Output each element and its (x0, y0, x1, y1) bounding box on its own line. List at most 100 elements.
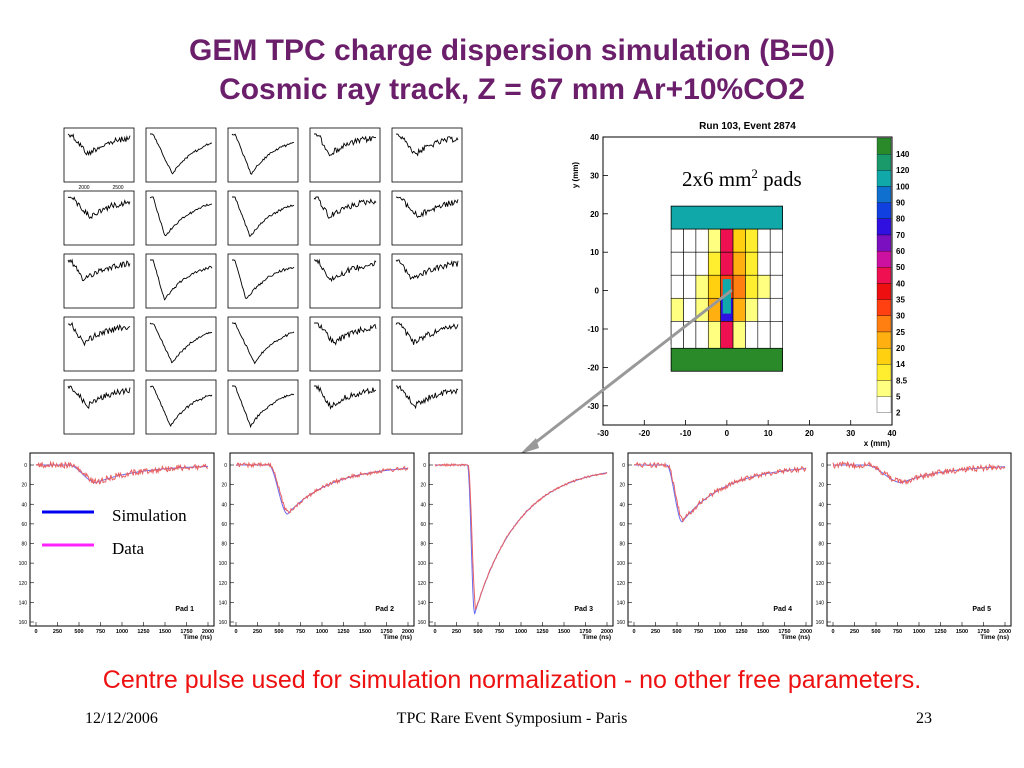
pad-cell (670, 228, 684, 253)
colorbar-swatch (876, 299, 892, 316)
pad-cell (745, 321, 759, 349)
y-tick-label: 40 (619, 502, 625, 508)
raw-pulse-line (150, 259, 213, 301)
y-tick-label: 100 (617, 561, 626, 567)
y-tick-label: -20 (587, 363, 599, 372)
pads-label-sup: 2 (751, 166, 758, 181)
y-tick-label: 0 (821, 463, 824, 469)
raw-pulse-line (232, 259, 295, 300)
x-tick-label: 500 (672, 629, 681, 635)
raw-pulse-line (67, 258, 131, 282)
pads-label-main: 2x6 mm (682, 167, 752, 191)
x-tick-label: 750 (296, 629, 305, 635)
x-tick-label: 1250 (934, 629, 946, 635)
y-tick-label: 20 (590, 210, 599, 219)
pad-cell (720, 321, 734, 349)
x-axis-label: Time (ns) (582, 634, 611, 641)
x-tick-label: 1000 (913, 629, 925, 635)
x-tick-label: 0 (34, 629, 37, 635)
data-line (832, 460, 1006, 486)
raw-pulse-frame (63, 316, 135, 372)
y-tick-label: 60 (818, 522, 824, 528)
y-tick-label: 20 (619, 483, 625, 489)
x-tick-label: 1250 (137, 629, 149, 635)
y-tick-label: 120 (816, 581, 825, 587)
raw-pulse-panel (227, 127, 299, 183)
pad-cell (683, 274, 697, 299)
raw-pulse-frame (63, 379, 135, 435)
colorbar-swatch (876, 396, 892, 413)
pad-cell (670, 297, 684, 322)
y-tick-label: 60 (619, 522, 625, 528)
x-tick-label: 20 (805, 429, 814, 438)
panel-name-label: Pad 5 (972, 606, 991, 613)
colorbar-label: 2 (896, 409, 901, 418)
raw-pulse-line (232, 385, 295, 429)
x-tick-label: 30 (846, 429, 855, 438)
raw-pulse-frame (227, 316, 299, 372)
x-tick-label: 1500 (757, 629, 769, 635)
x-tick-label: 1750 (380, 629, 392, 635)
y-tick-label: 80 (420, 542, 426, 548)
x-tick-label: 0 (632, 629, 635, 635)
x-tick-label: 500 (274, 629, 283, 635)
colorbar-label: 80 (896, 215, 905, 224)
y-tick-label: 120 (19, 581, 28, 587)
raw-pulse-frame (391, 127, 463, 183)
pad-cell (683, 251, 697, 276)
y-tick-label: 140 (617, 600, 626, 606)
y-tick-label: 60 (420, 522, 426, 528)
raw-pulse-frame (63, 190, 135, 246)
x-tick-label: 1000 (515, 629, 527, 635)
x-tick-label: 1500 (558, 629, 570, 635)
comparison-panel: 0 20 40 60 80 100 120 140 160 0 250 500 750 1000 1250 1… (816, 452, 1012, 641)
colorbar-swatch (876, 283, 892, 300)
y-tick-label: 0 (423, 463, 426, 469)
raw-pulse-panel (145, 253, 217, 309)
data-line (633, 461, 807, 522)
raw-pulse-panel (145, 379, 217, 435)
colorbar-swatch (876, 315, 892, 333)
y-tick-label: 60 (221, 522, 227, 528)
data-line (35, 460, 209, 485)
raw-pulse-frame (145, 190, 217, 246)
x-tick-label: 500 (473, 629, 482, 635)
raw-pulse-panel (391, 127, 463, 183)
raw-pulse-line (314, 384, 377, 410)
raw-pulse-frame (391, 379, 463, 435)
y-tick-label: -30 (587, 402, 599, 411)
raw-pulse-line (395, 259, 459, 280)
arrow-shaft (526, 288, 733, 451)
pad-cell (707, 228, 721, 253)
colorbar-label: 90 (896, 198, 905, 207)
pads-label-tail: pads (757, 167, 802, 191)
panel-frame (229, 452, 415, 627)
pad-cell (707, 251, 721, 276)
y-tick-label: 140 (219, 600, 228, 606)
pad-cell (745, 251, 759, 276)
pad-cell (769, 228, 783, 253)
raw-pulse-panel (145, 316, 217, 372)
raw-pulse-line (395, 133, 459, 157)
raw-pulse-panel (63, 379, 135, 435)
raw-pulse-line (314, 133, 377, 157)
track-marker (722, 279, 731, 314)
x-tick-label: 1000 (714, 629, 726, 635)
raw-x-tick-label: 2500 (112, 185, 123, 191)
colorbar-swatch (876, 234, 892, 252)
colorbar-label: 25 (896, 328, 905, 337)
y-tick-label: 160 (418, 620, 427, 626)
panel-name-label: Pad 1 (175, 606, 194, 613)
x-tick-label: 1000 (316, 629, 328, 635)
y-tick-label: 40 (420, 502, 426, 508)
x-tick-label: 750 (96, 629, 105, 635)
y-tick-label: 10 (590, 248, 599, 257)
raw-pulse-line (67, 321, 131, 347)
pad-cell (745, 274, 759, 299)
x-tick-label: 500 (871, 629, 880, 635)
panel-name-label: Pad 3 (574, 606, 593, 613)
pad-cell (757, 228, 771, 253)
x-tick-label: 750 (694, 629, 703, 635)
colorbar-swatch (876, 251, 892, 268)
